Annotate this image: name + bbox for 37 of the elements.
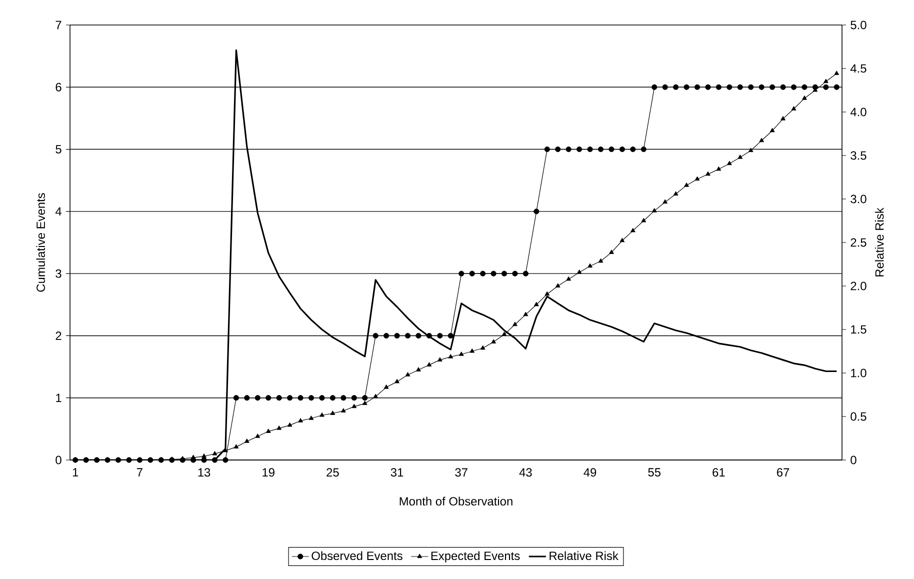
x-tick-label: 37 xyxy=(455,468,468,477)
y2-tick-label: 0 xyxy=(850,456,856,464)
x-tick-label: 25 xyxy=(326,468,339,477)
x-tick-label: 1 xyxy=(72,468,78,476)
y2-tick-label: 4.5 xyxy=(850,64,866,73)
y-axis-title: Cumulative Events xyxy=(36,193,46,292)
y-tick-label: 5 xyxy=(56,145,62,154)
x-tick-label: 31 xyxy=(390,468,404,477)
y-tick-label: 1 xyxy=(56,394,62,402)
legend-label: Relative Risk xyxy=(550,551,618,560)
y2-tick-label: 3.5 xyxy=(850,151,866,160)
x-tick-label: 49 xyxy=(584,468,596,477)
y2-tick-label: 0.5 xyxy=(850,412,866,421)
y2-tick-label: 3.0 xyxy=(850,194,866,204)
y-tick-label: 7 xyxy=(56,20,62,30)
x-tick-label: 61 xyxy=(712,468,725,477)
x-tick-label: 7 xyxy=(136,468,142,476)
y2-axis-title: Relative Risk xyxy=(874,208,884,276)
y2-tick-label: 1.5 xyxy=(851,325,866,334)
x-axis-title: Month of Observation xyxy=(400,496,512,506)
y-tick-label: 3 xyxy=(56,269,62,278)
legend-label: Observed Events xyxy=(312,551,402,560)
y-tick-label: 2 xyxy=(56,332,62,340)
y-tick-label: 0 xyxy=(56,456,62,464)
y-tick-label: 4 xyxy=(55,207,62,216)
y2-tick-label: 2.5 xyxy=(850,238,866,247)
y2-tick-label: 4.0 xyxy=(850,108,866,116)
legend-label: Expected Events xyxy=(431,551,520,562)
x-tick-label: 19 xyxy=(262,468,274,477)
x-tick-label: 67 xyxy=(776,468,790,477)
x-tick-label: 55 xyxy=(648,468,661,477)
y-tick-label: 6 xyxy=(56,82,62,92)
y2-tick-label: 2.0 xyxy=(850,282,866,290)
x-tick-label: 43 xyxy=(519,468,532,477)
y2-tick-label: 5.0 xyxy=(850,20,866,30)
y2-tick-label: 1.0 xyxy=(851,368,866,378)
x-tick-label: 13 xyxy=(198,468,210,477)
